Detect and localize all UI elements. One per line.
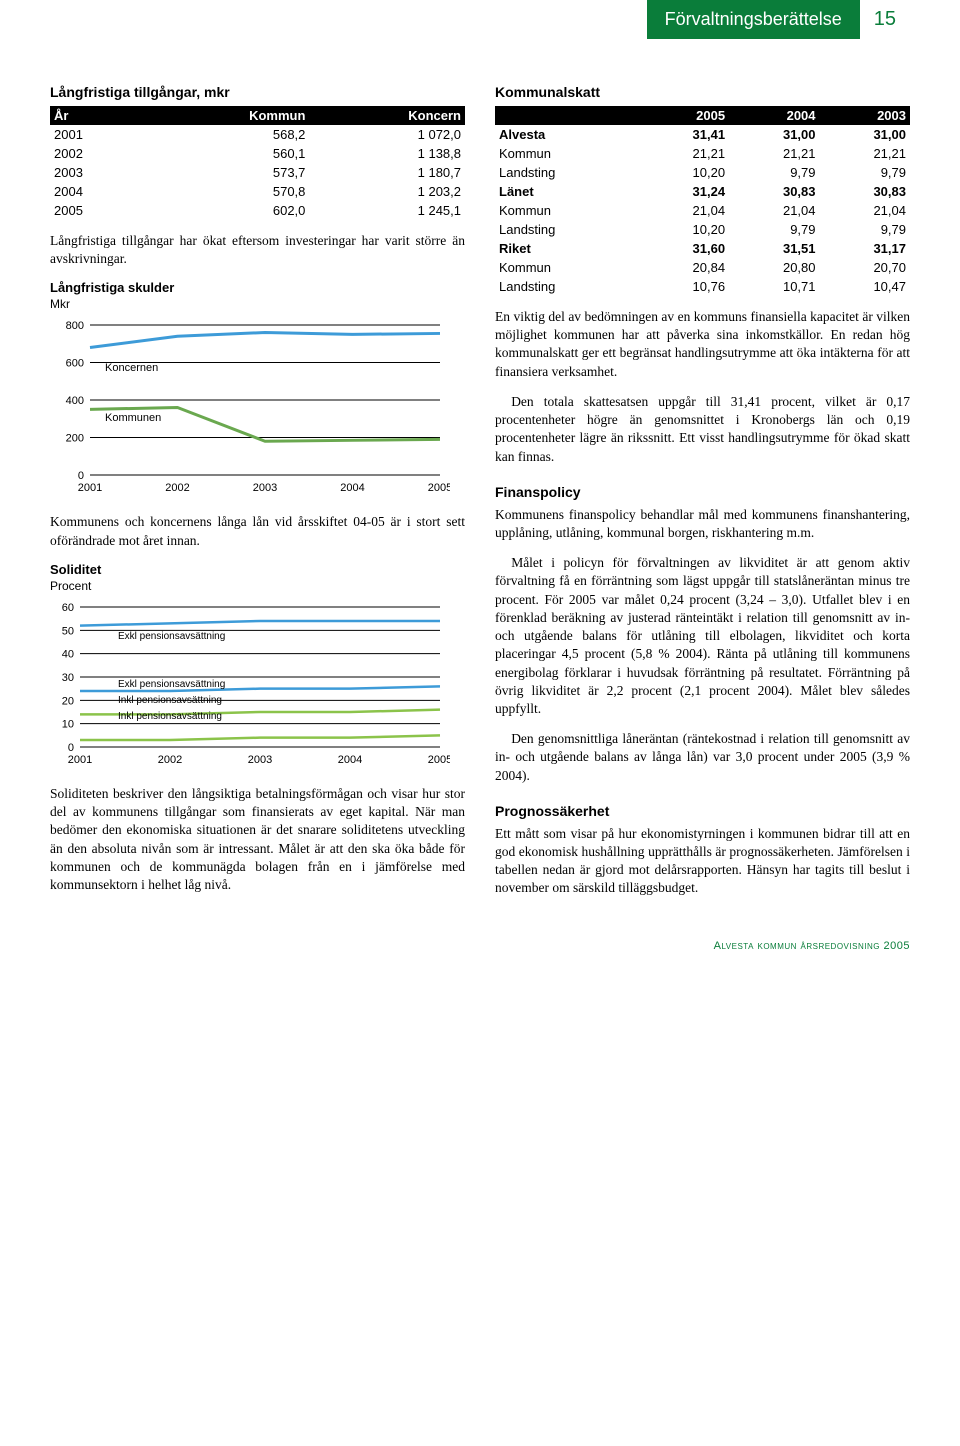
svg-text:2001: 2001 <box>78 482 102 494</box>
skulder-chart-title: Långfristiga skulder <box>50 280 465 295</box>
soliditet-chart: Soliditet Procent 0 10 20 30 40 50 60 2001 2002 2… <box>50 562 465 767</box>
prognos-title: Prognossäkerhet <box>495 803 910 819</box>
svg-text:50: 50 <box>62 625 74 637</box>
finans-text-3: Den genomsnittliga låneräntan (räntekost… <box>495 730 910 785</box>
finans-text-1: Kommunens finanspolicy behandlar mål med… <box>495 506 910 542</box>
finans-text-2: Målet i policyn för förvaltningen av lik… <box>495 554 910 718</box>
tillgangar-title: Långfristiga tillgångar, mkr <box>50 84 465 100</box>
table-header <box>495 106 639 125</box>
svg-text:2001: 2001 <box>68 754 92 766</box>
prognos-text: Ett mått som visar på hur ekonomistyrnin… <box>495 825 910 898</box>
svg-text:0: 0 <box>78 470 84 482</box>
table-row: Kommun21,2121,2121,21 <box>495 144 910 163</box>
soliditet-text: Soliditeten beskriver den långsiktiga be… <box>50 785 465 894</box>
kommunal-title: Kommunalskatt <box>495 84 910 100</box>
table-row: Alvesta31,4131,0031,00 <box>495 125 910 144</box>
table-row: 2005602,01 245,1 <box>50 201 465 220</box>
table-header: År <box>50 106 145 125</box>
svg-text:Inkl pensionsavsättning: Inkl pensionsavsättning <box>118 711 222 722</box>
tillgangar-note: Långfristiga tillgångar har ökat efterso… <box>50 232 465 268</box>
svg-text:60: 60 <box>62 602 74 614</box>
table-row: 2003573,71 180,7 <box>50 163 465 182</box>
table-row: Landsting10,209,799,79 <box>495 163 910 182</box>
table-row: Kommun20,8420,8020,70 <box>495 258 910 277</box>
page-number: 15 <box>860 0 910 39</box>
kommunal-text-2: Den totala skattesatsen uppgår till 31,4… <box>495 393 910 466</box>
skulder-chart: Långfristiga skulder Mkr 0 200 400 600 800 20… <box>50 280 465 495</box>
soliditet-chart-unit: Procent <box>50 579 465 593</box>
svg-text:800: 800 <box>66 320 84 332</box>
table-header: Koncern <box>309 106 465 125</box>
table-row: Landsting10,209,799,79 <box>495 220 910 239</box>
svg-text:0: 0 <box>68 742 74 754</box>
svg-text:30: 30 <box>62 672 74 684</box>
svg-text:10: 10 <box>62 719 74 731</box>
table-header: 2005 <box>639 106 729 125</box>
soliditet-chart-title: Soliditet <box>50 562 465 577</box>
svg-text:2005: 2005 <box>428 482 450 494</box>
svg-text:Exkl pensionsavsättning: Exkl pensionsavsättning <box>118 679 225 690</box>
svg-text:40: 40 <box>62 649 74 661</box>
table-row: Riket31,6031,5131,17 <box>495 239 910 258</box>
svg-text:2005: 2005 <box>428 754 450 766</box>
table-row: Kommun21,0421,0421,04 <box>495 201 910 220</box>
tillgangar-table: ÅrKommunKoncern 2001568,21 072,02002560,… <box>50 106 465 220</box>
svg-text:2004: 2004 <box>340 482 364 494</box>
table-header: 2004 <box>729 106 819 125</box>
table-header: Kommun <box>145 106 310 125</box>
left-column: Långfristiga tillgångar, mkr ÅrKommunKon… <box>50 84 465 910</box>
svg-text:Inkl pensionsavsättning: Inkl pensionsavsättning <box>118 695 222 706</box>
footer-year: 2005 <box>884 940 910 952</box>
svg-text:2002: 2002 <box>158 754 182 766</box>
page-footer: Alvesta kommun årsredovisning 2005 <box>50 940 910 952</box>
finans-title: Finanspolicy <box>495 484 910 500</box>
page-header: Förvaltningsberättelse 15 <box>50 0 910 39</box>
svg-text:Koncernen: Koncernen <box>105 362 158 374</box>
soliditet-chart-svg: 0 10 20 30 40 50 60 2001 2002 2003 2004 2005 Exkl pe… <box>50 597 450 767</box>
table-row: Landsting10,7610,7110,47 <box>495 277 910 296</box>
footer-text: Alvesta kommun årsredovisning <box>714 940 880 952</box>
skulder-chart-svg: 0 200 400 600 800 2001 2002 2003 2004 2005 Koncern… <box>50 315 450 495</box>
svg-text:Exkl pensionsavsättning: Exkl pensionsavsättning <box>118 631 225 642</box>
table-row: Länet31,2430,8330,83 <box>495 182 910 201</box>
lan-note: Kommunens och koncernens långa lån vid å… <box>50 513 465 549</box>
kommunal-table: 200520042003 Alvesta31,4131,0031,00Kommu… <box>495 106 910 296</box>
svg-text:400: 400 <box>66 395 84 407</box>
svg-text:Kommunen: Kommunen <box>105 412 161 424</box>
right-column: Kommunalskatt 200520042003 Alvesta31,413… <box>495 84 910 910</box>
header-title: Förvaltningsberättelse <box>665 9 842 30</box>
svg-text:2004: 2004 <box>338 754 362 766</box>
svg-text:20: 20 <box>62 695 74 707</box>
svg-text:600: 600 <box>66 358 84 370</box>
svg-text:2003: 2003 <box>253 482 277 494</box>
skulder-chart-unit: Mkr <box>50 297 465 311</box>
table-row: 2002560,11 138,8 <box>50 144 465 163</box>
svg-text:200: 200 <box>66 433 84 445</box>
svg-text:2002: 2002 <box>165 482 189 494</box>
kommunal-text-1: En viktig del av bedömningen av en kommu… <box>495 308 910 381</box>
svg-text:2003: 2003 <box>248 754 272 766</box>
table-row: 2004570,81 203,2 <box>50 182 465 201</box>
table-row: 2001568,21 072,0 <box>50 125 465 144</box>
header-tab: Förvaltningsberättelse 15 <box>647 0 910 39</box>
table-header: 2003 <box>820 106 910 125</box>
